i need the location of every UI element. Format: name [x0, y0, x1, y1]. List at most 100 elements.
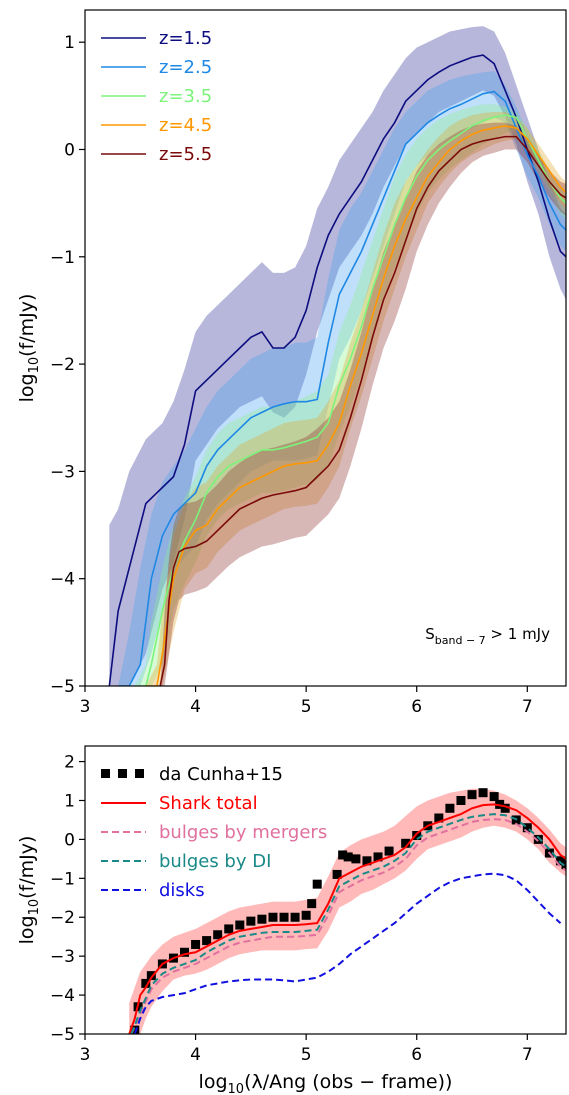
legend-marker-da-cunha-15	[101, 769, 110, 778]
y-tick-label: −2	[50, 908, 75, 928]
point-da-cunha-15	[235, 920, 245, 930]
y-tick-label: −4	[50, 986, 75, 1006]
legend-label-z-2-5: z=2.5	[159, 57, 212, 78]
point-da-cunha-15	[202, 936, 212, 946]
point-da-cunha-15	[301, 910, 311, 920]
x-tick-label: 3	[80, 697, 91, 717]
x-tick-label: 4	[190, 1045, 201, 1065]
band-z-3-5	[134, 104, 566, 686]
line-disks	[133, 872, 562, 1034]
plot-area	[108, 26, 566, 686]
y-tick-label: 1	[64, 791, 75, 811]
top-panel: 3 4 5 6 710−1−2−3−4−5log10(f/mJy)z=1.5z=2.5z…	[16, 9, 567, 717]
point-da-cunha-15	[351, 854, 361, 864]
x-tick-label: 7	[522, 1045, 533, 1065]
point-da-cunha-15	[257, 914, 267, 924]
point-da-cunha-15	[401, 838, 411, 848]
y-tick-label: 0	[64, 140, 75, 160]
point-da-cunha-15	[146, 971, 156, 981]
y-tick-label: 0	[64, 830, 75, 850]
point-da-cunha-15	[456, 795, 466, 805]
legend-label-shark-total: Shark total	[159, 793, 258, 814]
legend-label-bulges-by-mergers: bulges by mergers	[159, 822, 327, 843]
annotation-rest: > 1 mJy	[486, 625, 550, 643]
x-tick-label: 5	[301, 1045, 312, 1065]
annotation-sub: band − 7	[435, 634, 486, 647]
y-tick-label: −2	[50, 355, 75, 375]
point-da-cunha-15	[533, 834, 543, 844]
band-z-1-5	[109, 26, 566, 686]
point-da-cunha-15	[130, 1025, 140, 1034]
y-tick-label: −5	[50, 677, 75, 697]
legend-label-disks: disks	[159, 880, 205, 901]
point-da-cunha-15	[141, 978, 151, 988]
point-da-cunha-15	[489, 792, 499, 802]
y-axis-label-sub: 10	[27, 357, 42, 374]
legend-marker-da-cunha-15	[118, 769, 127, 778]
point-da-cunha-15	[307, 899, 317, 909]
legend-label-z-1-5: z=1.5	[159, 28, 212, 49]
point-da-cunha-15	[279, 912, 289, 922]
line-bulges-by-mergers	[130, 818, 566, 1034]
point-da-cunha-15	[412, 831, 422, 841]
point-da-cunha-15	[343, 852, 353, 862]
legend-label-z-5-5: z=5.5	[159, 144, 212, 165]
legend-label-da-cunha-15: da Cunha+15	[159, 764, 283, 785]
point-da-cunha-15	[213, 930, 223, 940]
x-tick-label: 6	[411, 1045, 422, 1065]
y-axis-label-sub: 10	[27, 899, 42, 916]
annotation: Sband − 7 > 1 mJy	[425, 625, 550, 647]
x-axis-label: log10(λ/Ang (obs − frame))	[199, 1071, 453, 1095]
point-da-cunha-15	[467, 790, 477, 800]
plot-area	[128, 788, 566, 1034]
x-tick-label: 6	[411, 697, 422, 717]
line-bulges-by-di	[130, 813, 566, 1034]
x-tick-label: 4	[190, 697, 201, 717]
y-axis-label-part: log	[16, 373, 38, 402]
band-z-5-5	[160, 122, 566, 686]
y-axis-label-part: log	[16, 915, 38, 944]
point-da-cunha-15	[478, 788, 488, 798]
point-da-cunha-15	[180, 947, 190, 957]
line-z-3-5	[134, 114, 566, 686]
point-da-cunha-15	[290, 912, 300, 922]
line-shark-total	[128, 803, 566, 1034]
y-axis-label-part: (f/mJy)	[16, 836, 38, 899]
point-da-cunha-15	[312, 879, 322, 889]
point-da-cunha-15	[362, 856, 372, 866]
x-tick-label: 5	[301, 697, 312, 717]
y-axis-label: log10(f/mJy)	[16, 836, 42, 945]
point-da-cunha-15	[445, 803, 455, 813]
y-tick-label: −1	[50, 248, 75, 268]
y-tick-label: −4	[50, 570, 75, 590]
y-tick-label: −3	[50, 462, 75, 482]
legend-marker-da-cunha-15	[135, 769, 144, 778]
point-da-cunha-15	[246, 916, 256, 926]
point-da-cunha-15	[224, 924, 234, 934]
annotation-main: S	[425, 625, 435, 643]
point-da-cunha-15	[522, 823, 532, 833]
bottom-panel: 3 4 5 6 7210−1−2−3−4−5log10(f/mJy)log10(λ/An…	[16, 745, 567, 1095]
axes-frame	[84, 9, 567, 687]
line-z-5-5	[159, 135, 566, 686]
line-z-4-5	[145, 125, 566, 686]
y-tick-label: 1	[64, 33, 75, 53]
point-da-cunha-15	[338, 850, 348, 860]
y-tick-label: −3	[50, 947, 75, 967]
x-axis-label-sub: 10	[228, 1082, 245, 1095]
x-tick-label: 3	[80, 1045, 91, 1065]
line-z-1-5	[108, 54, 566, 686]
point-da-cunha-15	[555, 856, 565, 866]
y-axis-label: log10(f/mJy)	[16, 294, 42, 403]
point-da-cunha-15	[373, 852, 383, 862]
point-da-cunha-15	[332, 869, 342, 879]
point-da-cunha-15	[434, 813, 444, 823]
x-tick-label: 7	[522, 697, 533, 717]
legend-label-z-3-5: z=3.5	[159, 86, 212, 107]
x-axis-label-part: log	[199, 1071, 228, 1093]
point-da-cunha-15	[191, 939, 201, 949]
legend-label-z-4-5: z=4.5	[159, 115, 212, 136]
point-da-cunha-15	[268, 912, 278, 922]
axes-frame	[84, 745, 567, 1035]
